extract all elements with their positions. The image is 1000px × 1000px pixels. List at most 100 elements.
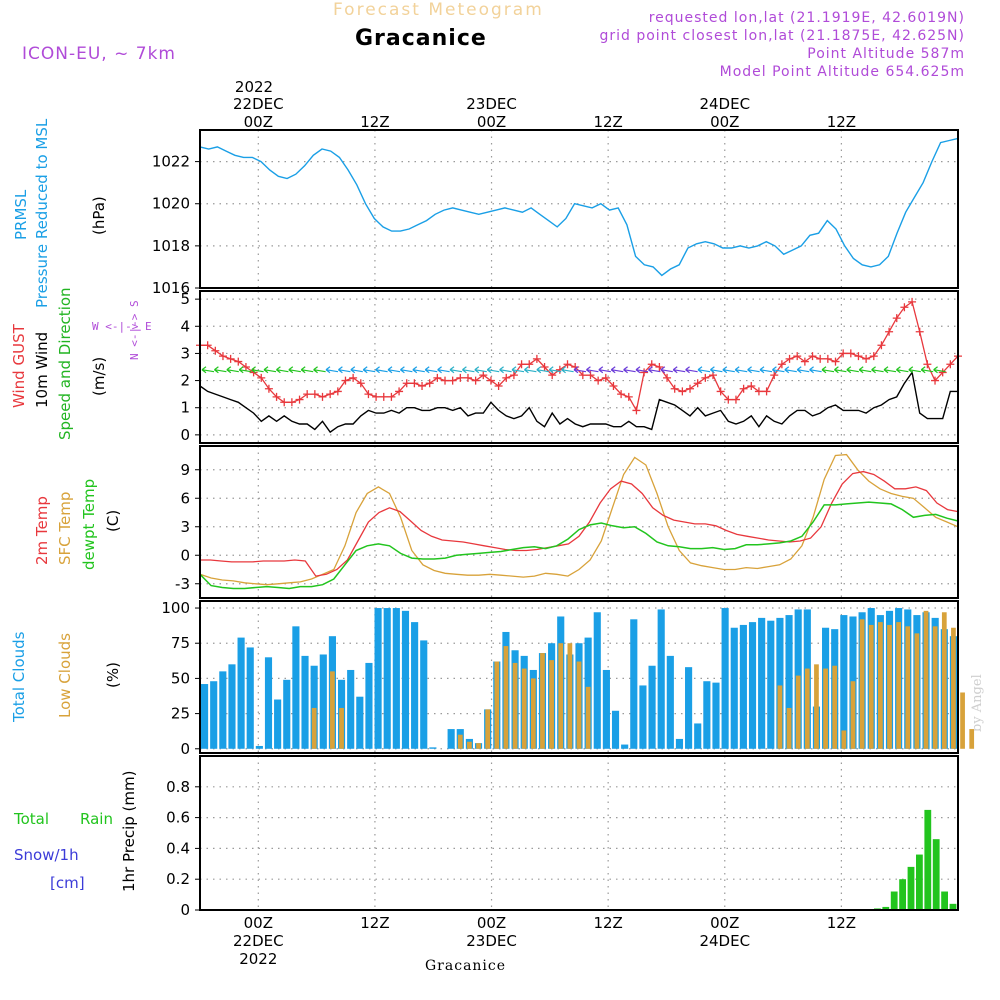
total-cloud-bar xyxy=(611,710,620,749)
total-cloud-bar xyxy=(356,696,364,749)
total-cloud-bar xyxy=(246,647,254,749)
gust-marker xyxy=(640,368,649,377)
rain-bar xyxy=(949,903,957,910)
model-altitude: Model Point Altitude 654.625m xyxy=(719,64,965,80)
wind-direction-arrow xyxy=(747,366,760,374)
total-cloud-bar xyxy=(639,685,647,749)
gust-marker xyxy=(686,384,695,393)
wind-direction-arrow xyxy=(933,366,946,374)
wind-direction-arrow xyxy=(722,366,735,374)
y-tick-label: 0.6 xyxy=(166,809,190,827)
y-tick-label: 1022 xyxy=(152,153,190,171)
total-cloud-bar xyxy=(840,615,848,749)
gust-marker xyxy=(869,352,878,361)
total-cloud-bar xyxy=(347,669,355,749)
total-cloud-bar xyxy=(666,655,674,749)
gust-marker xyxy=(280,398,289,407)
wind-direction-arrow xyxy=(486,366,500,374)
panel-frame xyxy=(199,755,959,911)
gust-marker xyxy=(739,384,748,393)
wind-direction-arrow xyxy=(462,366,475,374)
low-cloud-bar xyxy=(923,610,929,749)
y-tick-label: 4 xyxy=(180,317,190,335)
gust-marker xyxy=(770,371,779,380)
wind-direction-arrow xyxy=(598,366,611,374)
time-axis-label: 00Z 23DEC xyxy=(466,914,517,950)
gust-marker xyxy=(211,346,220,355)
wind-direction-arrow xyxy=(238,366,252,374)
gust-marker xyxy=(341,376,350,385)
gust-marker xyxy=(418,382,427,390)
total-cloud-bar xyxy=(201,684,209,749)
low-cloud-bar xyxy=(914,633,920,749)
gust-marker xyxy=(356,379,365,388)
low-cloud-bar xyxy=(841,730,847,749)
compass-we: W <-|-> E xyxy=(92,320,152,333)
low-cloud-bar xyxy=(558,643,564,749)
total-cloud-bar xyxy=(283,679,291,749)
gust-marker xyxy=(823,354,832,363)
gust-marker xyxy=(226,354,235,363)
low-cloud-bar xyxy=(832,665,838,749)
gust-marker xyxy=(203,341,212,350)
gust-marker xyxy=(693,379,702,388)
gust-marker xyxy=(708,371,717,380)
low-cloud-bar xyxy=(467,741,472,749)
wind-direction-arrow xyxy=(685,366,698,374)
total-cloud-bar xyxy=(411,622,419,749)
rain-bar xyxy=(907,866,915,910)
y-tick-label: 6 xyxy=(180,489,190,507)
gust-marker xyxy=(456,373,465,382)
low-cloud-bar xyxy=(457,734,463,749)
gust-marker xyxy=(678,387,687,396)
wind-direction-arrow xyxy=(424,366,438,374)
snow-unit: [cm] xyxy=(50,874,85,892)
time-axis-label: 23DEC 00Z xyxy=(466,95,517,131)
gust-marker xyxy=(425,379,434,388)
model-label: ICON-EU, ~ 7km xyxy=(22,44,176,64)
y-tick-label: 100 xyxy=(161,599,190,617)
gust-marker xyxy=(655,363,664,371)
wind-direction-arrow xyxy=(300,366,314,374)
total-cloud-bar xyxy=(785,615,793,749)
rain-bar xyxy=(890,891,898,910)
total-cloud-bar xyxy=(721,608,729,749)
gust-marker xyxy=(831,357,840,366)
total-cloud-bar xyxy=(776,617,784,749)
wind-direction-arrow xyxy=(796,366,810,374)
low-cloud-bar xyxy=(868,624,874,749)
snow-label: Snow/1h xyxy=(14,846,79,864)
low-cloud-bar xyxy=(932,626,938,749)
low-cloud-bar xyxy=(476,743,481,749)
gust-marker xyxy=(716,387,725,396)
gust-marker xyxy=(747,382,756,390)
wind-direction-arrow xyxy=(325,366,339,374)
wind-direction-arrow xyxy=(586,366,599,374)
wind-direction-arrow xyxy=(610,366,624,374)
time-axis-label: 12Z xyxy=(826,914,857,932)
wind-direction-arrow xyxy=(400,366,413,374)
y-tick-label: 2 xyxy=(180,372,190,390)
gust-marker xyxy=(395,387,404,396)
low-cloud-bar xyxy=(795,675,801,749)
low-cloud-bar xyxy=(804,668,810,749)
rain-bar xyxy=(932,839,940,910)
gust-marker xyxy=(632,406,641,415)
total-cloud-bar xyxy=(228,664,236,749)
gust-marker xyxy=(540,363,549,371)
low-cloud-bar xyxy=(485,709,491,749)
total-cloud-bar xyxy=(621,744,629,749)
gust-marker xyxy=(287,398,296,407)
wind-direction-arrow xyxy=(350,366,363,374)
wind-direction-arrow xyxy=(511,366,525,374)
total-cloud-bar xyxy=(365,662,373,749)
low-cloud-bar xyxy=(969,729,975,749)
low-cloud-bar xyxy=(567,643,573,749)
gust-marker xyxy=(594,376,603,385)
total-cloud-bar xyxy=(401,610,410,749)
total-cloud-bar xyxy=(694,723,702,749)
wind-direction-arrow xyxy=(784,366,797,374)
wind-direction-arrow xyxy=(871,366,884,374)
low-cloud-bar xyxy=(887,624,892,749)
footer-location: Gracanice xyxy=(425,958,507,974)
